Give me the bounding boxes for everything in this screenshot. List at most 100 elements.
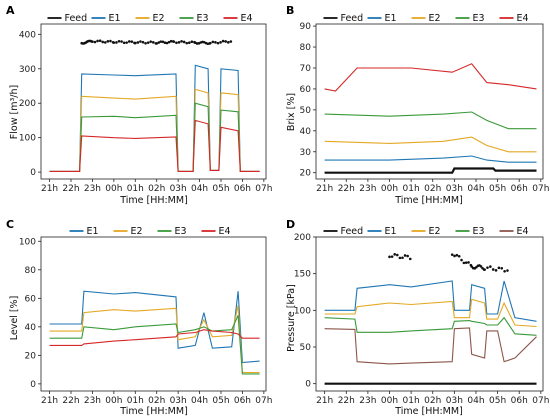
y-tick-label: 50 [300,343,312,353]
series-point-feed [486,266,489,269]
legend-label-feed: Feed [341,226,364,237]
panel-letter-c: C [6,218,14,231]
legend-label-e2: E2 [131,226,143,237]
series-line-feed [324,167,537,174]
series-point-feed [103,41,107,44]
y-tick-label: 60 [300,85,312,95]
series-point-feed [182,40,186,44]
series-point-feed [109,39,112,43]
series-point-feed [93,40,97,44]
series-point-feed [96,39,99,43]
y-tick-label: 40 [25,323,37,333]
y-tick-label: 150 [294,270,311,280]
x-tick-label: 01h [403,184,420,194]
x-tick-label: 23h [84,396,101,406]
y-tick-label: 60 [25,294,37,304]
plot-frame [315,236,544,392]
chart-c: 0 20 40 60 80 100 21h 22h 23h 00h 01h 02h 03h 04h 05h 0… [19,226,273,406]
series-point-feed [229,40,233,43]
series-point-feed [141,40,145,44]
plot-frame [315,23,544,180]
x-tick-label: 01h [127,184,144,194]
series-point-feed [224,40,228,43]
y-tick-label: 90 [300,22,312,32]
legend-label-e2: E2 [429,13,441,24]
series-point-feed [91,40,94,43]
x-tick-label: 03h [446,184,463,194]
series-point-feed [208,41,212,45]
series-line-e1 [324,280,537,322]
x-tick-label: 22h [338,184,355,194]
series-point-feed [187,41,191,45]
panel-letter-d: D [286,218,295,231]
ylabel-d: Pressure [kPa] [286,284,297,352]
x-tick-label: 05h [212,396,229,406]
series-point-feed [226,41,230,44]
series-point-feed [221,39,225,43]
series-point-feed [130,40,134,43]
series-point-feed [155,42,159,45]
series-point-feed [144,41,147,45]
x-tick-label: 00h [381,184,398,194]
x-tick-label: 22h [338,396,355,406]
ylabel-c: Level [%] [9,296,20,341]
legend-label-e2: E2 [153,13,165,24]
y-tick-label: 20 [25,351,37,361]
series-point-feed [494,269,498,272]
series-point-feed [403,254,407,257]
series-point-feed [151,41,155,44]
series-point-feed [393,253,396,256]
series-line-e4 [324,63,537,92]
series-line-e2 [324,136,537,153]
x-tick-label: 01h [127,396,144,406]
series-point-feed [127,40,131,43]
x-tick-label: 07h [532,184,549,194]
x-tick-label: 21h [316,396,333,406]
x-tick-label: 06h [511,396,528,406]
series-point-feed [483,268,486,271]
plot-frame [40,23,267,180]
series-point-feed [479,265,483,268]
series-point-feed [398,256,402,260]
x-tick-label: 23h [359,184,376,194]
y-tick-label: 0 [30,380,36,390]
series-point-feed [388,255,391,259]
series-line-e4 [49,329,260,346]
legend-label-e1: E1 [109,13,121,24]
series-point-feed [169,39,173,43]
series-point-feed [406,254,409,258]
y-tick-label: 40 [300,127,312,137]
x-tick-label: 06h [234,396,251,406]
series-point-feed [190,40,194,43]
series-line-e2 [324,298,537,328]
series-point-feed [136,41,140,44]
series-point-feed [106,40,110,43]
x-tick-label: 07h [532,396,549,406]
series-point-feed [453,254,456,258]
y-tick-label: 100 [19,237,36,247]
legend-label-e4: E4 [219,226,231,237]
y-tick-label: 0 [305,380,311,390]
series-point-feed [98,39,102,43]
x-tick-label: 03h [170,184,187,194]
x-tick-label: 22h [62,396,79,406]
series-point-feed [180,40,183,43]
series-point-feed [172,40,176,43]
legend-label-e3: E3 [175,226,187,237]
legend-label-e1: E1 [385,226,397,237]
series-point-feed [122,41,126,45]
series-point-feed [489,265,492,268]
x-tick-label: 00h [105,184,122,194]
series-point-feed [464,261,468,264]
series-line-e3 [324,111,537,130]
legend-label-e1: E1 [385,13,397,24]
series-point-feed [497,266,501,270]
series-line-e3 [324,316,537,336]
x-tick-label: 23h [84,184,101,194]
series-point-feed [112,41,116,44]
series-point-feed [120,40,123,43]
series-point-feed [460,258,463,262]
x-tick-label: 07h [255,184,272,194]
panel-letter-b: B [286,4,294,17]
series-point-feed [214,41,217,44]
